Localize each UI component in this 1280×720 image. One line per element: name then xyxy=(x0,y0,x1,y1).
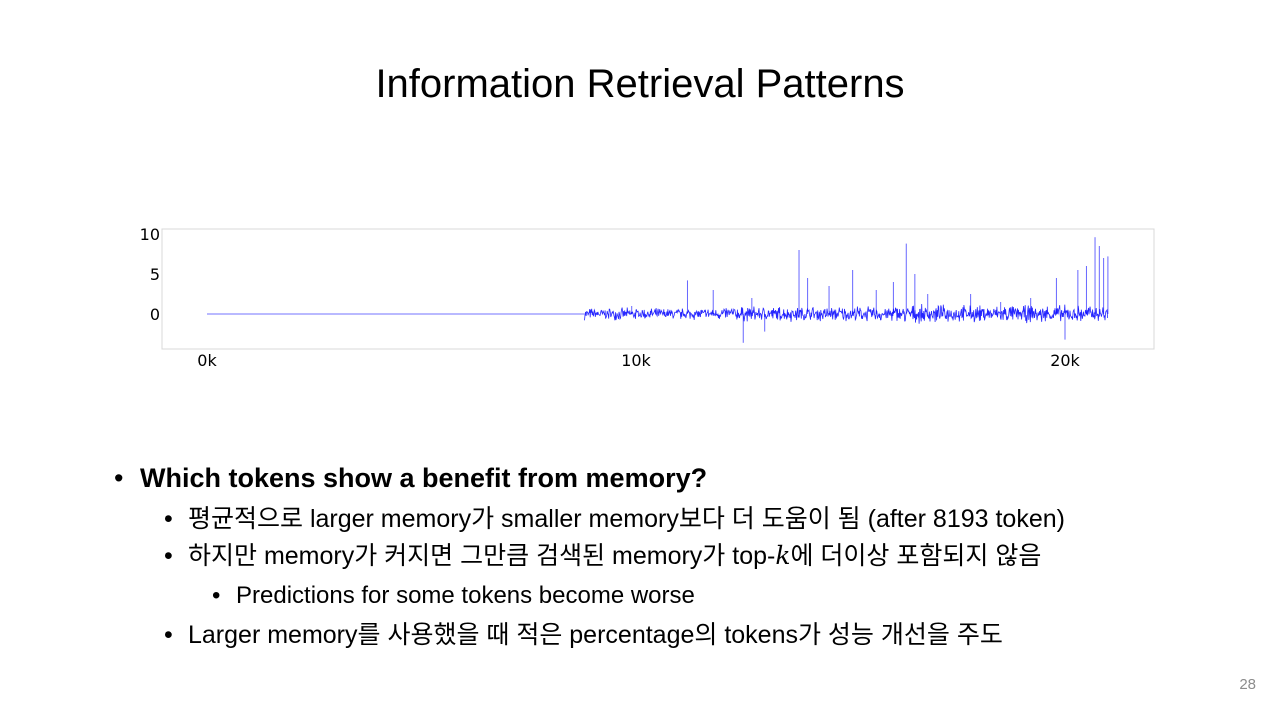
bullet-main: • Which tokens show a benefit from memor… xyxy=(114,462,708,494)
y-tick-label: 5 xyxy=(150,265,160,284)
bullet-sub-2: • 하지만 memory가 커지면 그만큼 검색된 memory가 top-k에… xyxy=(164,540,1042,572)
bullet-text-4: Predictions for some tokens become worse xyxy=(236,582,695,609)
y-tick-labels: 0 5 10 xyxy=(140,225,160,324)
bullet-dot: • xyxy=(164,505,173,533)
slide-title: Information Retrieval Patterns xyxy=(375,62,905,106)
bullet-text-2: 평균적으로 larger memory가 smaller memory보다 더 … xyxy=(188,505,1065,533)
bullet-text-3b: 에 더이상 포함되지 않음 xyxy=(790,542,1042,570)
series-noise-band xyxy=(584,303,1108,324)
x-tick-label: 10k xyxy=(621,351,651,370)
series-line xyxy=(207,237,1109,343)
page-number: 28 xyxy=(1239,676,1256,693)
bullet-sub-3: • Larger memory를 사용했을 때 적은 percentage의 t… xyxy=(164,619,1003,651)
x-tick-label: 20k xyxy=(1050,351,1080,370)
plot-frame xyxy=(161,228,1155,350)
bullet-sub-sub-1: • Predictions for some tokens become wor… xyxy=(212,580,695,612)
x-tick-labels: 0k 10k 20k xyxy=(197,351,1080,370)
x-tick-label: 0k xyxy=(197,351,217,370)
y-tick-label: 0 xyxy=(150,305,160,324)
bullet-text-3k: k xyxy=(775,541,791,570)
bullet-sub-1: • 평균적으로 larger memory가 smaller memory보다 … xyxy=(164,503,1065,535)
bullet-dot: • xyxy=(164,621,173,649)
bullet-dot: • xyxy=(212,582,221,609)
bullet-dot: • xyxy=(114,463,124,493)
bullet-text-5: Larger memory를 사용했을 때 적은 percentage의 tok… xyxy=(188,621,1003,649)
bullet-text-1: Which tokens show a benefit from memory? xyxy=(140,463,708,493)
bullet-text-3a: 하지만 memory가 커지면 그만큼 검색된 memory가 top- xyxy=(188,542,776,570)
y-tick-label: 10 xyxy=(140,225,160,244)
memory-benefit-chart: 0 5 10 0k 10k 20k xyxy=(140,225,1155,370)
bullet-dot: • xyxy=(164,542,173,570)
